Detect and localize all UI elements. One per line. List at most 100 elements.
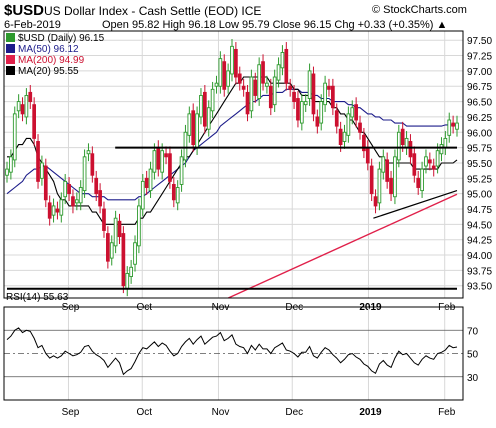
candle-body bbox=[117, 220, 122, 238]
candle-body bbox=[74, 199, 79, 204]
candle-body bbox=[206, 107, 211, 130]
candle-body bbox=[20, 104, 25, 115]
candle-body bbox=[168, 153, 172, 182]
price-tick-label: 95.50 bbox=[467, 159, 492, 170]
candle-body bbox=[12, 113, 17, 161]
price-tick-label: 96.50 bbox=[467, 98, 492, 109]
rsi-label: RSI(14) 55.63 bbox=[6, 292, 69, 303]
candle-body bbox=[94, 177, 99, 195]
candle-body bbox=[331, 85, 335, 109]
candle-body bbox=[106, 233, 110, 262]
candle-body bbox=[369, 165, 374, 195]
candle-body bbox=[311, 73, 316, 115]
candle-body bbox=[160, 150, 165, 173]
candle-body bbox=[253, 79, 258, 96]
rsi-month-label: Feb bbox=[438, 407, 456, 418]
candle-body bbox=[319, 101, 324, 124]
legend-ma200-swatch bbox=[6, 55, 15, 64]
price-tick-label: 96.25 bbox=[467, 113, 492, 124]
candle-body bbox=[237, 73, 242, 84]
rsi-month-label: Oct bbox=[136, 407, 152, 418]
price-tick-label: 97.25 bbox=[467, 52, 492, 63]
candle-body bbox=[327, 85, 331, 90]
candle-body bbox=[420, 168, 424, 192]
candle-body bbox=[443, 137, 448, 149]
candle-body bbox=[129, 266, 133, 277]
legend-ma200: MA(200) 94.99 bbox=[6, 55, 84, 66]
candle-body bbox=[261, 61, 265, 84]
trendline bbox=[373, 190, 458, 219]
rsi-month-label: Dec bbox=[285, 407, 303, 418]
price-panel-frame bbox=[3, 30, 464, 299]
candle-body bbox=[187, 113, 192, 136]
candle-body bbox=[144, 177, 149, 188]
candle-body bbox=[408, 141, 413, 158]
rsi-panel-frame bbox=[3, 306, 464, 401]
candle-body bbox=[439, 144, 444, 155]
candle-body bbox=[102, 208, 106, 231]
rsi-layer bbox=[6, 327, 458, 376]
candle-body bbox=[86, 150, 91, 155]
candle-body bbox=[249, 76, 254, 112]
candle-body bbox=[338, 128, 343, 146]
candle-body bbox=[342, 131, 347, 142]
price-date-gridlines bbox=[67, 31, 446, 298]
candle-body bbox=[218, 58, 223, 87]
candle-body bbox=[389, 177, 393, 195]
candle-body bbox=[234, 48, 238, 78]
candle-body bbox=[40, 162, 44, 179]
rsi-tick-label: 70 bbox=[467, 326, 479, 337]
price-axis-labels: 93.50 93.75 94.00 94.25 94.50 94.75 95.00 95.25… bbox=[467, 36, 492, 293]
candle-body bbox=[315, 116, 320, 127]
candle-body bbox=[133, 242, 137, 265]
candle-body bbox=[137, 205, 141, 247]
rsi-month-label: Nov bbox=[212, 407, 230, 418]
candle-body bbox=[284, 48, 289, 84]
candle-body bbox=[156, 147, 161, 170]
price-tick-label: 94.00 bbox=[467, 251, 492, 262]
candle-body bbox=[427, 159, 432, 164]
candle-body bbox=[303, 101, 308, 106]
rsi-gridlines bbox=[4, 307, 463, 400]
candle-body bbox=[400, 128, 405, 146]
candle-body bbox=[323, 82, 327, 106]
candle-body bbox=[226, 70, 230, 87]
candle-body bbox=[396, 131, 401, 161]
price-tick-label: 97.00 bbox=[467, 67, 492, 78]
candle-body bbox=[171, 183, 176, 201]
price-tick-label: 96.75 bbox=[467, 82, 492, 93]
candle-body bbox=[393, 156, 397, 198]
candle-body bbox=[358, 122, 362, 133]
candle-body bbox=[98, 190, 102, 207]
candle-body bbox=[202, 91, 207, 127]
candle-body bbox=[191, 110, 196, 146]
ma200-line bbox=[228, 193, 458, 299]
candle-body bbox=[199, 94, 203, 118]
candle-body bbox=[63, 180, 68, 198]
symbol-title: $USD bbox=[4, 2, 45, 19]
price-tick-label: 96.00 bbox=[467, 128, 492, 139]
candle-body bbox=[296, 98, 300, 121]
candle-body bbox=[113, 217, 118, 247]
ma200-layer bbox=[228, 193, 458, 299]
price-tick-label: 95.25 bbox=[467, 174, 492, 185]
candle-body bbox=[362, 134, 366, 152]
chart-date: 6-Feb-2019 bbox=[4, 19, 61, 31]
candle-body bbox=[416, 177, 421, 188]
rsi-month-label: Sep bbox=[62, 407, 80, 418]
candle-body bbox=[47, 202, 52, 219]
candle-body bbox=[28, 91, 33, 103]
candle-body bbox=[78, 187, 83, 204]
candle-body bbox=[55, 208, 60, 213]
candle-body bbox=[195, 113, 199, 149]
candle-body bbox=[276, 64, 281, 81]
legend-ma50-label: MA(50) 96.12 bbox=[18, 44, 79, 55]
candle-body bbox=[346, 113, 351, 136]
candle-body bbox=[16, 101, 21, 112]
candle-body bbox=[175, 187, 180, 204]
candle-body bbox=[109, 242, 114, 259]
ohlc-summary: Open 95.82 High 96.18 Low 95.79 Close 96… bbox=[102, 19, 448, 31]
candle-body bbox=[377, 168, 382, 204]
candle-body bbox=[272, 76, 277, 106]
candle-body bbox=[5, 168, 9, 176]
